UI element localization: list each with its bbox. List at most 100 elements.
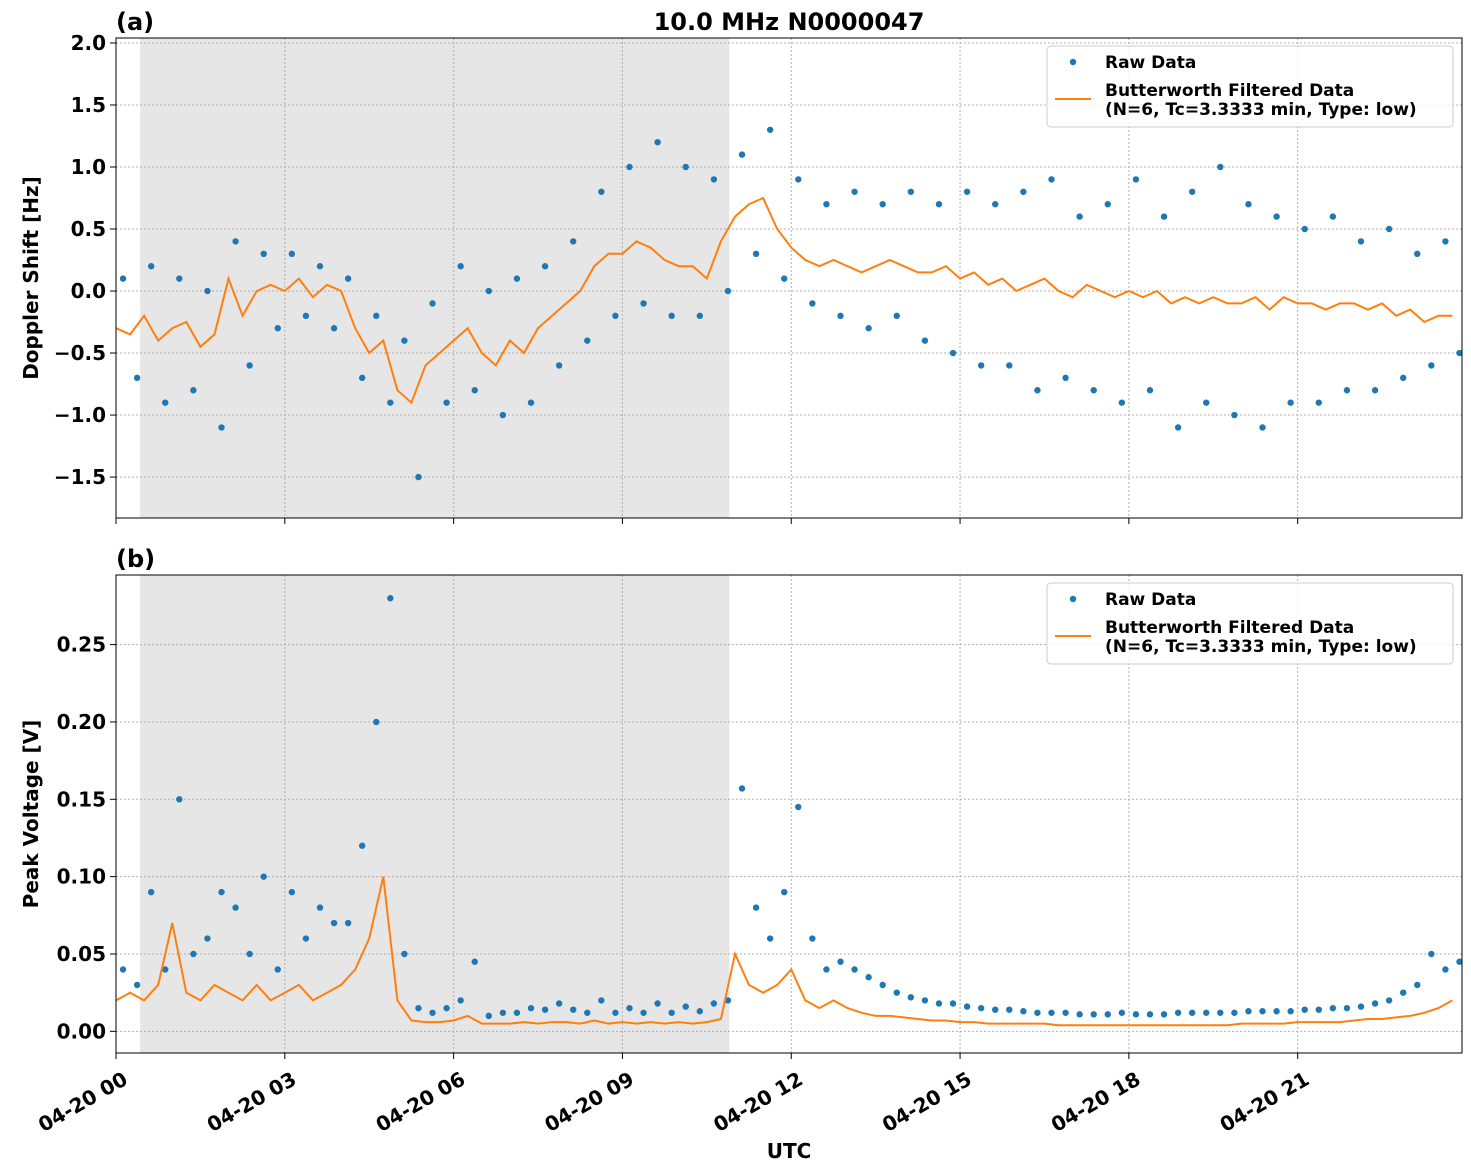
raw-point [232,904,239,911]
legend: Raw Data Butterworth Filtered Data (N=6, T… [1046,582,1454,665]
raw-point [133,981,141,989]
raw-point [387,595,394,602]
raw-point [1188,1009,1196,1016]
raw-point [1287,1008,1294,1015]
raw-point [204,287,211,295]
raw-point [246,362,253,369]
raw-point [809,300,816,307]
raw-point [626,1004,633,1012]
x-tick-label: 04-20 15 [878,1067,976,1137]
raw-point [851,188,858,195]
raw-point [879,201,886,208]
raw-point [1062,374,1069,382]
raw-point [795,176,802,183]
y-tick-label: −1.5 [54,465,106,489]
raw-point [963,188,971,195]
y-tick-label: 1.5 [71,93,106,117]
raw-point [499,411,507,419]
raw-point [710,1000,718,1007]
raw-point [1217,163,1224,171]
raw-point [1259,1008,1266,1015]
raw-point [218,424,225,431]
raw-point [724,997,732,1004]
raw-point [232,238,239,245]
raw-point [527,1004,535,1012]
raw-point [358,374,366,382]
raw-point [949,1000,957,1007]
raw-point [119,966,127,973]
raw-point [640,1009,647,1016]
raw-point [1132,176,1140,183]
raw-point [682,1003,689,1010]
x-tick-label: 04-20 09 [540,1067,638,1137]
raw-point [1174,1009,1182,1016]
raw-point [1399,374,1407,382]
y-tick-label: 0.05 [57,942,106,966]
raw-point [1357,1003,1365,1010]
raw-point [907,188,915,195]
raw-point [1414,981,1421,989]
raw-point [935,1000,943,1007]
raw-point [555,1000,563,1007]
x-tick-label: 04-20 03 [203,1067,301,1137]
raw-point [752,904,760,911]
raw-point [781,888,788,896]
raw-point [1132,1011,1140,1018]
raw-point [626,163,633,171]
y-axis-label: Doppler Shift [Hz] [19,176,43,380]
chart-title: 10.0 MHz N0000047 [654,8,925,36]
raw-point [752,250,760,258]
raw-point [949,349,957,357]
raw-point [1006,1006,1013,1013]
raw-point [1160,213,1168,220]
y-tick-label: −1.0 [54,403,106,427]
raw-point [415,1004,422,1012]
raw-point [344,919,352,927]
raw-point [837,958,844,965]
raw-point [1104,201,1111,208]
raw-point [429,300,436,307]
raw-point [1329,213,1337,220]
raw-point [992,1006,999,1013]
panel-label: (a) [116,8,154,36]
raw-point [316,263,324,270]
x-tick-label: 04-20 12 [709,1067,807,1137]
raw-point [570,1006,577,1013]
raw-point [654,138,661,146]
raw-point [415,473,422,481]
raw-point [344,275,352,282]
raw-point [176,275,183,282]
raw-point [1048,1009,1055,1016]
legend-marker [1069,595,1077,603]
raw-point [288,888,296,896]
raw-point [598,188,605,195]
raw-point [457,263,464,270]
raw-point [527,399,535,406]
raw-point [1034,387,1041,394]
shaded-span [140,575,730,1053]
raw-point [823,201,830,208]
x-tick-label: 04-20 21 [1216,1067,1314,1137]
raw-point [162,399,169,406]
raw-point [218,888,225,896]
raw-point [1146,1011,1154,1018]
raw-point [977,362,985,369]
filtered-line [116,196,1453,405]
raw-point [302,312,310,320]
raw-point [401,337,408,344]
raw-point [584,337,591,344]
raw-point [935,201,943,208]
y-tick-label: 2.0 [71,31,106,55]
raw-point [443,399,450,406]
raw-point [921,997,929,1004]
raw-point [1442,238,1449,245]
raw-point [1442,966,1449,973]
raw-point [893,989,900,996]
raw-point [1343,1004,1351,1012]
raw-point [1062,1009,1069,1016]
raw-point [1259,424,1266,431]
y-tick-label: 1.0 [71,155,106,179]
raw-point [612,1009,619,1016]
plot-area [116,126,1462,481]
raw-point [1385,997,1393,1004]
